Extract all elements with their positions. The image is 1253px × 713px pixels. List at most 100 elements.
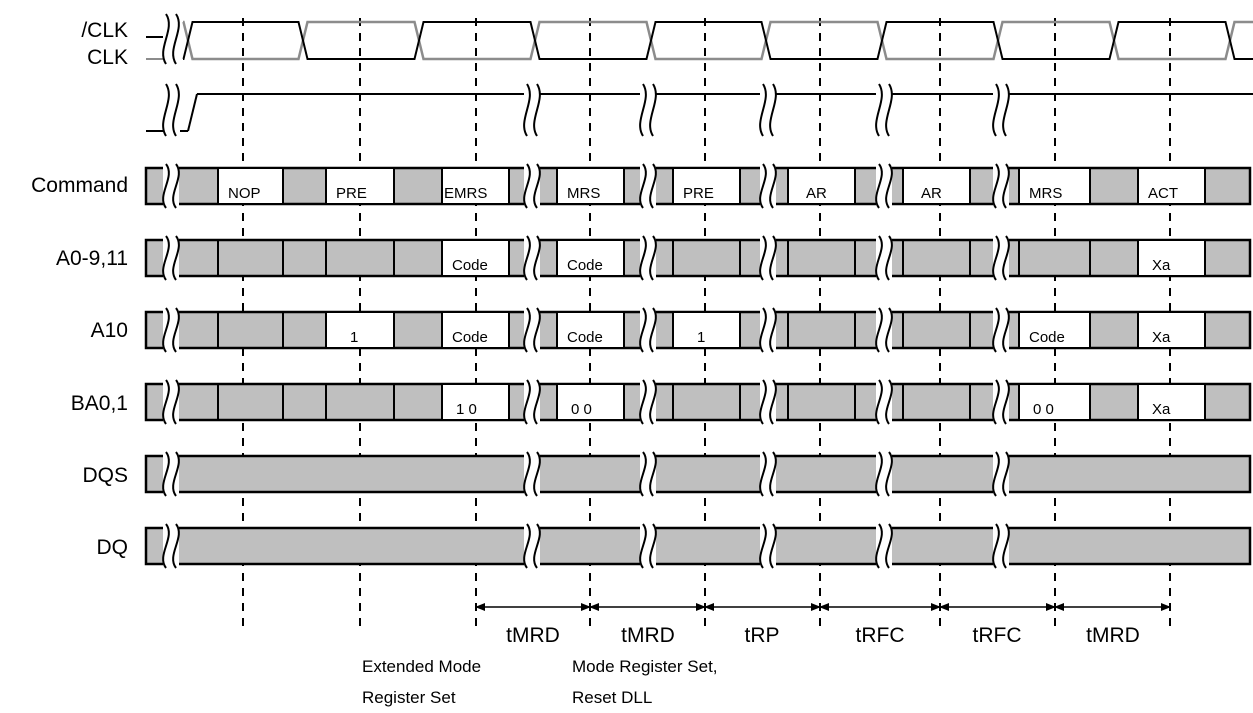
break-mark: [533, 163, 541, 209]
timing-arrows: tMRD tMRD tRP tRFC tRFC tMRD: [475, 603, 1171, 647]
break-mark: [523, 83, 531, 137]
break-mark: [992, 235, 1000, 281]
bus-cell-label: EMRS: [444, 185, 487, 202]
break-mark: [639, 163, 647, 209]
bus-cell-label: 0 0: [571, 401, 592, 418]
break-mark: [769, 379, 777, 425]
break-mark: [172, 307, 180, 353]
break-mark: [172, 83, 180, 137]
break-mark: [172, 235, 180, 281]
break-mark: [649, 379, 657, 425]
break-mark: [533, 83, 541, 137]
break-mark: [162, 379, 170, 425]
signal-label-ba: BA0,1: [71, 392, 128, 415]
break-mark: [162, 523, 170, 569]
bus-cell-label: 1 0: [456, 401, 477, 418]
break-mark: [639, 379, 647, 425]
bus-cell: [325, 311, 395, 349]
break-mark: [992, 163, 1000, 209]
note-emrs-line2: Register Set: [362, 688, 456, 707]
clk-bar-line: [182, 21, 1253, 60]
break-mark: [649, 235, 657, 281]
bus-cell: [672, 311, 741, 349]
break-mark: [533, 379, 541, 425]
break-mark: [533, 523, 541, 569]
break-mark: [533, 307, 541, 353]
break-mark: [769, 523, 777, 569]
bus-cell-label: AR: [921, 185, 942, 202]
break-mark: [172, 379, 180, 425]
break-mark: [885, 451, 893, 497]
bus-cell-label: 0 0: [1033, 401, 1054, 418]
break-mark: [875, 523, 883, 569]
ba0-1-bus: 1 0 0 0 0 0 Xa: [144, 382, 1252, 422]
timing-label-tmrd-2: tMRD: [621, 624, 675, 647]
break-marks: [162, 12, 1010, 570]
command-bus: NOP PRE EMRS MRS PRE AR AR MRS ACT: [144, 166, 1252, 206]
break-mark: [523, 379, 531, 425]
bus-cell-label: PRE: [336, 185, 367, 202]
bus-cell: [1018, 383, 1091, 421]
break-mark: [523, 523, 531, 569]
signal-label-clk-bar: /CLK: [81, 19, 128, 42]
break-mark: [639, 235, 647, 281]
note-emrs-line1: Extended Mode: [362, 657, 481, 676]
break-mark: [992, 451, 1000, 497]
break-mark: [649, 83, 657, 137]
break-mark: [649, 451, 657, 497]
break-mark: [759, 307, 767, 353]
break-mark: [875, 235, 883, 281]
bus-cell-label: 1: [697, 329, 705, 346]
break-mark: [1002, 523, 1010, 569]
signal-label-a0-9-11: A0-9,11: [56, 247, 128, 270]
break-mark: [639, 523, 647, 569]
break-mark: [875, 307, 883, 353]
bus-cell-label: Code: [452, 257, 488, 274]
break-mark: [759, 163, 767, 209]
break-mark: [759, 451, 767, 497]
break-mark: [875, 451, 883, 497]
signal-label-clk: CLK: [87, 46, 128, 69]
break-mark: [649, 523, 657, 569]
break-mark: [885, 379, 893, 425]
break-mark: [759, 235, 767, 281]
break-mark: [885, 523, 893, 569]
break-mark: [769, 163, 777, 209]
break-mark: [172, 523, 180, 569]
signal-label-command: Command: [31, 174, 128, 197]
break-mark: [885, 163, 893, 209]
break-mark: [769, 83, 777, 137]
break-mark: [639, 83, 647, 137]
bus-cell: [1137, 239, 1206, 277]
bus-cell-label: 1: [350, 329, 358, 346]
break-mark: [875, 83, 883, 137]
break-mark: [769, 235, 777, 281]
break-mark: [769, 451, 777, 497]
break-mark: [523, 451, 531, 497]
break-mark: [1002, 83, 1010, 137]
bus-cell-label: Xa: [1152, 401, 1171, 418]
signal-label-a10: A10: [91, 319, 128, 342]
bus-cell-label: Xa: [1152, 329, 1171, 346]
clock-waveform: [146, 20, 1253, 61]
bus-cell: [1137, 383, 1206, 421]
break-mark: [885, 235, 893, 281]
break-mark: [1002, 307, 1010, 353]
note-mrs-line2: Reset DLL: [572, 688, 652, 707]
break-mark: [162, 451, 170, 497]
bus-cell-label: Xa: [1152, 257, 1171, 274]
bus-cell: [556, 167, 625, 205]
break-mark: [992, 523, 1000, 569]
break-mark: [533, 235, 541, 281]
cke-waveform: [146, 93, 1253, 132]
bus-cell: [1137, 167, 1206, 205]
break-mark: [172, 163, 180, 209]
note-mrs-line1: Mode Register Set,: [572, 657, 718, 676]
bus-cell-label: MRS: [567, 185, 600, 202]
break-mark: [992, 83, 1000, 137]
a10-bus: 1 Code Code 1 Code Xa: [144, 310, 1252, 350]
clk-line: [182, 20, 1253, 61]
break-mark: [162, 235, 170, 281]
bus-cell-label: AR: [806, 185, 827, 202]
break-mark: [533, 451, 541, 497]
